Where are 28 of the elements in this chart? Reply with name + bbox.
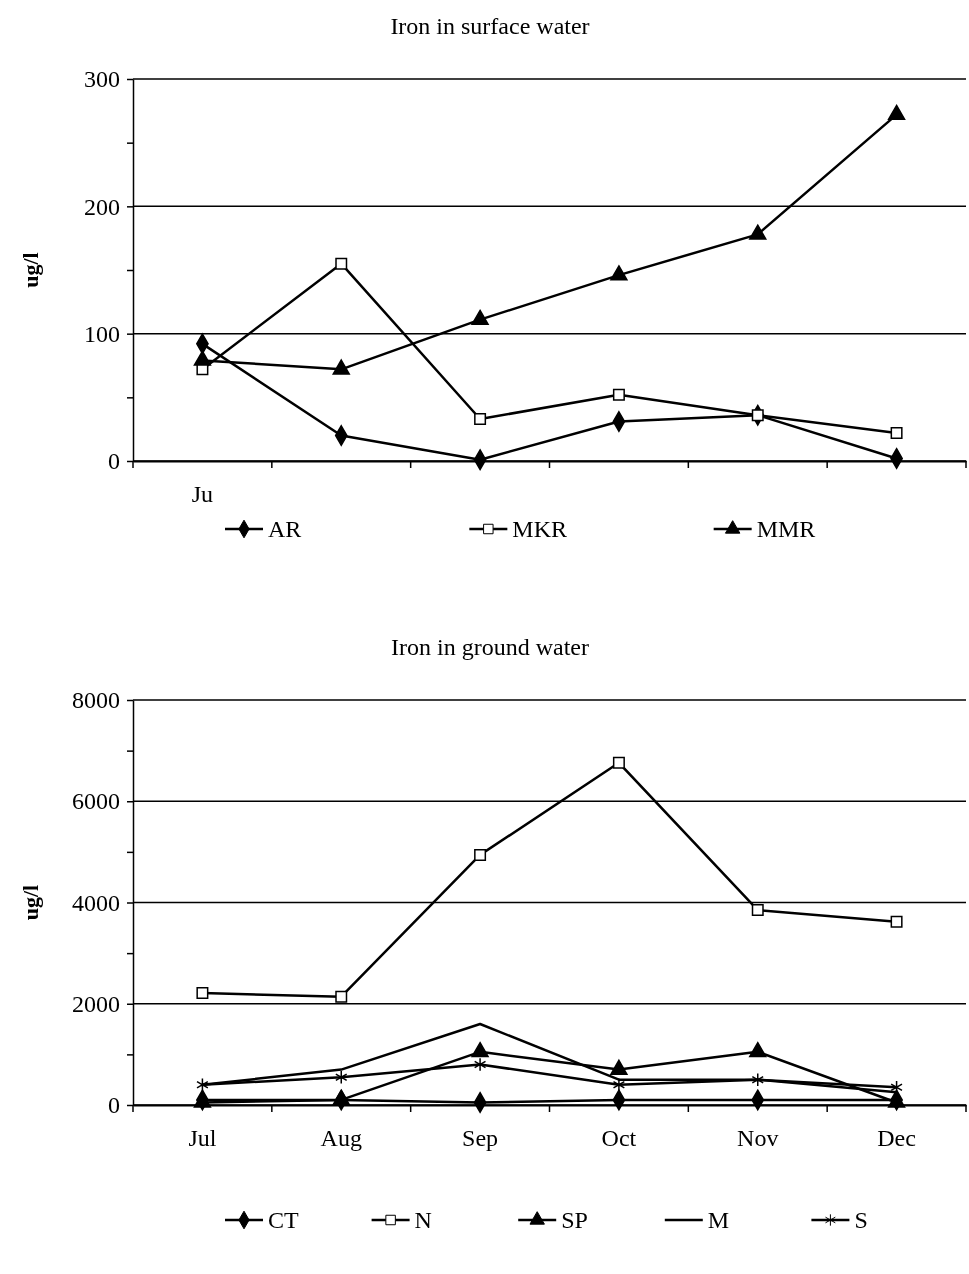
x-tick-label: Oct xyxy=(601,1125,637,1152)
y-tick-label: 0 xyxy=(108,448,120,475)
chart-title: Iron in surface water xyxy=(390,13,590,39)
y-tick-label: 200 xyxy=(84,193,120,220)
legend-label: MMR xyxy=(756,516,816,542)
x-tick-label: Sep xyxy=(462,1125,499,1152)
legend-label: SP xyxy=(561,1207,588,1233)
y-tick-label: 2000 xyxy=(72,990,120,1017)
y-tick-label: 100 xyxy=(84,320,120,347)
y-axis-title: ug/l xyxy=(18,252,43,288)
x-tick-label: Aug xyxy=(320,1125,362,1152)
legend-label: AR xyxy=(268,516,302,542)
legend-label: N xyxy=(414,1207,432,1233)
x-tick-label: Dec xyxy=(877,1125,916,1152)
y-tick-label: 300 xyxy=(84,66,120,93)
x-tick-label: Ju xyxy=(191,481,214,508)
y-tick-label: 0 xyxy=(108,1092,120,1119)
x-tick-label: Jul xyxy=(188,1125,217,1152)
chart-title: Iron in ground water xyxy=(391,634,589,660)
y-axis-title: ug/l xyxy=(18,884,43,921)
y-tick-label: 8000 xyxy=(72,687,120,714)
legend-label: CT xyxy=(268,1207,300,1233)
y-tick-label: 6000 xyxy=(72,788,120,815)
legend-label: M xyxy=(707,1207,730,1233)
x-tick-label: Nov xyxy=(737,1125,779,1152)
y-tick-label: 4000 xyxy=(72,889,120,916)
legend-label: MKR xyxy=(512,516,568,542)
legend-label: S xyxy=(854,1207,868,1233)
